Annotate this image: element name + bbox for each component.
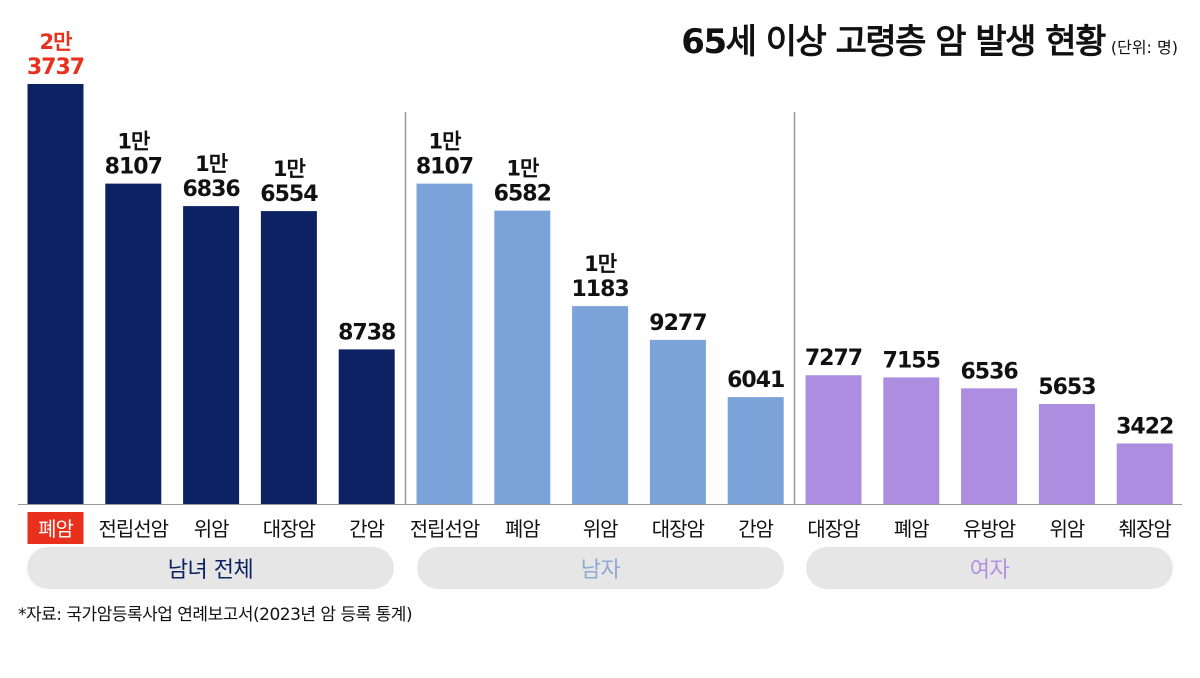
group-label-female-text: 여자: [969, 558, 1010, 583]
bar-male-2: [494, 210, 551, 504]
value-label: 2만: [40, 30, 73, 54]
bar-female-4: [1038, 403, 1095, 504]
value-label: 8107: [105, 155, 162, 180]
bar-female-2: [883, 377, 940, 504]
bar-female-1: [805, 375, 862, 504]
category-label: 간암: [349, 517, 384, 541]
unit-label: (단위: 명): [1110, 38, 1178, 57]
value-label: 8107: [416, 155, 473, 180]
value-label: 1만: [117, 130, 150, 154]
value-label: 1만: [195, 152, 228, 176]
value-label: 6536: [960, 359, 1018, 384]
value-label: 8738: [338, 320, 395, 345]
value-label: 5653: [1038, 375, 1095, 400]
category-label: 간암: [738, 517, 773, 541]
category-label: 전립선암: [98, 517, 168, 541]
value-label: 7155: [883, 348, 940, 373]
bar-total-4: [260, 211, 317, 504]
category-label: 대장암: [652, 517, 705, 541]
source-footnote: *자료: 국가암등록사업 연례보고서(2023년 암 등록 통계): [18, 605, 413, 625]
value-label: 9277: [649, 311, 706, 336]
group-label-female: 여자: [806, 547, 1173, 589]
value-label: 1만: [584, 252, 617, 276]
category-label: 대장암: [263, 517, 316, 541]
chart-title: 65세 이상 고령층 암 발생 현황 (단위: 명): [681, 14, 1178, 63]
value-label: 1만: [273, 157, 306, 181]
value-label: 6582: [494, 182, 551, 207]
group-label-total-text: 남녀 전체: [167, 558, 254, 583]
category-label: 전립선암: [410, 517, 480, 541]
value-label: 3422: [1116, 414, 1173, 439]
bar-male-5: [727, 397, 784, 504]
category-label: 유방암: [963, 517, 1016, 541]
bar-female-3: [961, 388, 1018, 504]
category-label: 폐암: [505, 517, 540, 541]
category-label: 폐암: [894, 517, 929, 541]
value-label: 1만: [429, 130, 462, 154]
category-highlight-box: [27, 512, 84, 544]
value-label: 6554: [260, 182, 318, 207]
category-label: 대장암: [807, 517, 860, 541]
bar-female-5: [1116, 443, 1173, 504]
category-label: 폐암: [38, 517, 73, 541]
category-label: 위암: [194, 517, 229, 541]
bar-male-3: [572, 306, 629, 504]
group-label-male: 남자: [417, 547, 784, 589]
category-label: 췌장암: [1119, 517, 1172, 541]
value-label: 6041: [727, 368, 784, 393]
category-label: 위암: [1049, 517, 1084, 541]
bar-male-1: [416, 183, 473, 504]
group-label-total: 남녀 전체: [27, 547, 394, 589]
value-label: 3737: [27, 55, 84, 80]
value-label: 6836: [182, 177, 240, 202]
bar-total-3: [183, 206, 240, 504]
value-label: 7277: [805, 346, 862, 371]
bar-male-4: [649, 339, 706, 504]
bar-total-1: [27, 84, 84, 504]
value-label: 1183: [571, 277, 628, 302]
title-text: 65세 이상 고령층 암 발생 현황: [681, 22, 1106, 62]
bar-total-2: [105, 183, 162, 504]
category-label: 위암: [583, 517, 618, 541]
bar-total-5: [338, 349, 395, 504]
group-label-male-text: 남자: [580, 558, 621, 583]
value-label: 1만: [506, 157, 539, 181]
